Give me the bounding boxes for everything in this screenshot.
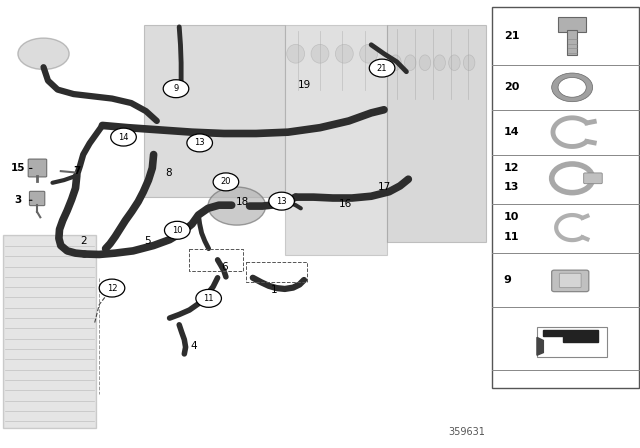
FancyBboxPatch shape bbox=[584, 173, 602, 184]
FancyBboxPatch shape bbox=[144, 25, 285, 197]
Ellipse shape bbox=[360, 44, 378, 63]
Text: 11: 11 bbox=[504, 232, 519, 241]
Ellipse shape bbox=[434, 55, 445, 71]
Ellipse shape bbox=[287, 44, 305, 63]
FancyBboxPatch shape bbox=[567, 30, 577, 55]
Text: 17: 17 bbox=[378, 182, 391, 192]
Ellipse shape bbox=[311, 44, 329, 63]
Text: 359631: 359631 bbox=[448, 427, 485, 437]
FancyBboxPatch shape bbox=[387, 25, 486, 242]
Text: 18: 18 bbox=[236, 198, 249, 207]
Text: 19: 19 bbox=[298, 80, 310, 90]
Text: 1: 1 bbox=[271, 285, 277, 295]
Circle shape bbox=[163, 80, 189, 98]
Text: 5: 5 bbox=[144, 236, 150, 246]
Text: 16: 16 bbox=[339, 199, 352, 209]
Text: 7: 7 bbox=[73, 166, 81, 176]
Polygon shape bbox=[543, 330, 598, 342]
Text: 10: 10 bbox=[504, 212, 519, 222]
Text: 3: 3 bbox=[14, 195, 22, 205]
Ellipse shape bbox=[419, 55, 431, 71]
Circle shape bbox=[196, 289, 221, 307]
Text: 10: 10 bbox=[172, 226, 182, 235]
Ellipse shape bbox=[18, 38, 69, 69]
Ellipse shape bbox=[390, 55, 401, 71]
Text: 11: 11 bbox=[204, 294, 214, 303]
Circle shape bbox=[187, 134, 212, 152]
Text: 12: 12 bbox=[504, 163, 519, 173]
FancyBboxPatch shape bbox=[558, 17, 586, 32]
Text: 13: 13 bbox=[504, 182, 519, 192]
FancyBboxPatch shape bbox=[537, 327, 607, 357]
FancyBboxPatch shape bbox=[285, 25, 387, 255]
Text: 15: 15 bbox=[11, 164, 25, 173]
Ellipse shape bbox=[404, 55, 416, 71]
Circle shape bbox=[111, 128, 136, 146]
Text: 6: 6 bbox=[221, 263, 228, 272]
Circle shape bbox=[269, 192, 294, 210]
Text: 9: 9 bbox=[504, 275, 511, 285]
Text: 8: 8 bbox=[165, 168, 172, 178]
Circle shape bbox=[213, 173, 239, 191]
Ellipse shape bbox=[449, 55, 460, 71]
Circle shape bbox=[164, 221, 190, 239]
Circle shape bbox=[369, 59, 395, 77]
Polygon shape bbox=[537, 337, 543, 355]
Text: 21: 21 bbox=[504, 31, 519, 41]
FancyBboxPatch shape bbox=[3, 235, 96, 428]
Text: 9: 9 bbox=[173, 84, 179, 93]
Text: 4: 4 bbox=[190, 341, 196, 351]
FancyBboxPatch shape bbox=[552, 270, 589, 292]
FancyBboxPatch shape bbox=[492, 7, 639, 388]
Text: 13: 13 bbox=[276, 197, 287, 206]
Text: 21: 21 bbox=[377, 64, 387, 73]
Text: 12: 12 bbox=[107, 284, 117, 293]
Text: 14: 14 bbox=[504, 127, 519, 137]
Ellipse shape bbox=[463, 55, 475, 71]
FancyBboxPatch shape bbox=[29, 191, 45, 206]
FancyBboxPatch shape bbox=[559, 273, 581, 288]
Ellipse shape bbox=[335, 44, 353, 63]
Text: 14: 14 bbox=[118, 133, 129, 142]
Text: 13: 13 bbox=[195, 138, 205, 147]
FancyBboxPatch shape bbox=[28, 159, 47, 177]
Ellipse shape bbox=[208, 187, 266, 225]
Text: 2: 2 bbox=[81, 236, 87, 246]
Text: 20: 20 bbox=[221, 177, 231, 186]
Text: 20: 20 bbox=[504, 82, 519, 92]
Circle shape bbox=[99, 279, 125, 297]
